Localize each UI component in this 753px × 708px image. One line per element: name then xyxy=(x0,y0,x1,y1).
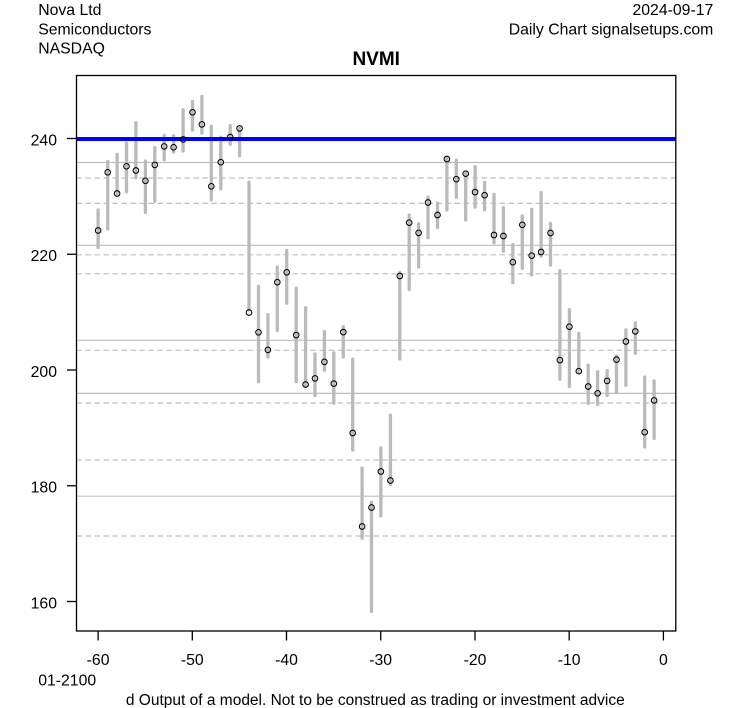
svg-text:220: 220 xyxy=(31,248,58,265)
svg-text:01-2100: 01-2100 xyxy=(38,672,96,689)
svg-text:-50: -50 xyxy=(181,652,204,669)
svg-text:d Output of a model. Not to be: d Output of a model. Not to be construed… xyxy=(126,692,625,708)
svg-text:200: 200 xyxy=(31,364,58,381)
svg-text:Nova Ltd: Nova Ltd xyxy=(38,2,101,19)
svg-text:Semiconductors: Semiconductors xyxy=(38,21,151,38)
svg-text:NASDAQ: NASDAQ xyxy=(38,41,105,58)
svg-text:-40: -40 xyxy=(275,652,298,669)
svg-text:-60: -60 xyxy=(87,652,110,669)
svg-text:0: 0 xyxy=(659,652,668,669)
svg-text:-10: -10 xyxy=(558,652,581,669)
svg-text:-30: -30 xyxy=(369,652,392,669)
svg-text:160: 160 xyxy=(31,595,58,612)
svg-text:NVMI: NVMI xyxy=(352,49,400,70)
svg-text:-20: -20 xyxy=(464,652,487,669)
svg-text:180: 180 xyxy=(31,480,58,497)
svg-text:240: 240 xyxy=(31,132,58,149)
svg-text:2024-09-17: 2024-09-17 xyxy=(632,2,713,19)
svg-text:Daily Chart signalsetups.com: Daily Chart signalsetups.com xyxy=(509,21,714,38)
